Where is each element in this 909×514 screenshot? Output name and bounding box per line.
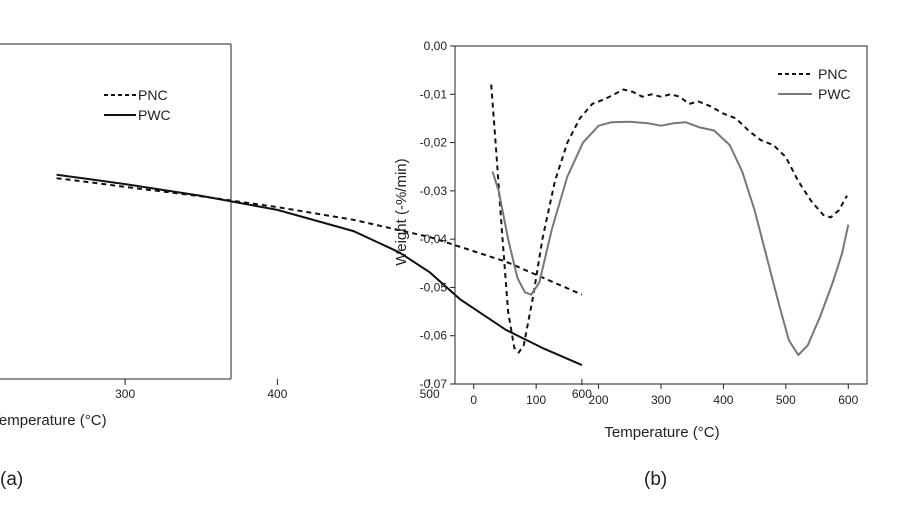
chart-b-y-tick-label: -0,05 [420, 280, 448, 294]
chart-panel-b: 0,00-0,01-0,02-0,03-0,04-0,05-0,06-0,07 … [393, 39, 868, 441]
chart-b-x-tick-label: 300 [651, 393, 671, 407]
legend-a-label-pnc: PNC [138, 87, 168, 103]
chart-b-y-tick-label: -0,02 [420, 136, 448, 150]
legend-a-label-pwc: PWC [138, 107, 171, 123]
chart-a-x-tick-label: 500 [420, 387, 440, 401]
chart-a-x-axis-title: Temperature (°C) [0, 412, 107, 429]
chart-b-y-tick-label: -0,03 [420, 184, 448, 198]
chart-a-series-pnc [56, 177, 583, 296]
chart-b-x-tick-label: 600 [838, 393, 858, 407]
panel-label-b: (b) [644, 469, 667, 490]
chart-b-series [490, 84, 850, 356]
legend-b-label-pwc: PWC [818, 86, 851, 102]
panel-label-a: (a) [0, 469, 23, 490]
chart-b-y-tick-label: 0,00 [424, 39, 448, 53]
chart-a-legend: PNC PWC [104, 87, 171, 123]
chart-b-y-tick-label: -0,06 [420, 329, 448, 343]
chart-b-x-tick-label: 400 [713, 393, 733, 407]
chart-b-series-pnc [490, 84, 848, 354]
chart-panel-a: 300 400 500 600 PNC PWC Temperature (°C) [0, 43, 592, 429]
chart-b-x-ticks: 0 100 200 300 400 500 600 [470, 384, 859, 407]
chart-b-y-tick-label: -0,01 [420, 87, 448, 101]
chart-b-legend: PNC PWC [778, 66, 851, 102]
chart-b-y-tick-label: -0,04 [420, 232, 448, 246]
chart-b-x-axis-title: Temperature (°C) [604, 424, 719, 441]
chart-a-x-tick-label: 600 [572, 387, 592, 401]
chart-b-x-tick-label: 100 [526, 393, 546, 407]
chart-a-x-ticks: 300 400 500 600 [115, 379, 592, 401]
chart-b-y-tick-label: -0,07 [420, 377, 448, 391]
chart-b-x-tick-label: 200 [589, 393, 609, 407]
chart-a-series-pwc [56, 173, 583, 367]
legend-b-label-pnc: PNC [818, 66, 848, 82]
chart-a-x-tick-label: 400 [267, 387, 287, 401]
chart-a-x-tick-label: 300 [115, 387, 135, 401]
chart-b-y-ticks: 0,00 -0,01 -0,02 -0,03 -0,04 -0,05 -0,06 -0,07 [420, 39, 455, 391]
chart-a-series [56, 173, 583, 367]
chart-b-x-tick-label: 0 [470, 393, 477, 407]
chart-b-y-axis-title: Weight (-%/min) [393, 158, 410, 265]
chart-b-x-tick-label: 500 [776, 393, 796, 407]
chart-b-series-pwc [491, 120, 850, 356]
